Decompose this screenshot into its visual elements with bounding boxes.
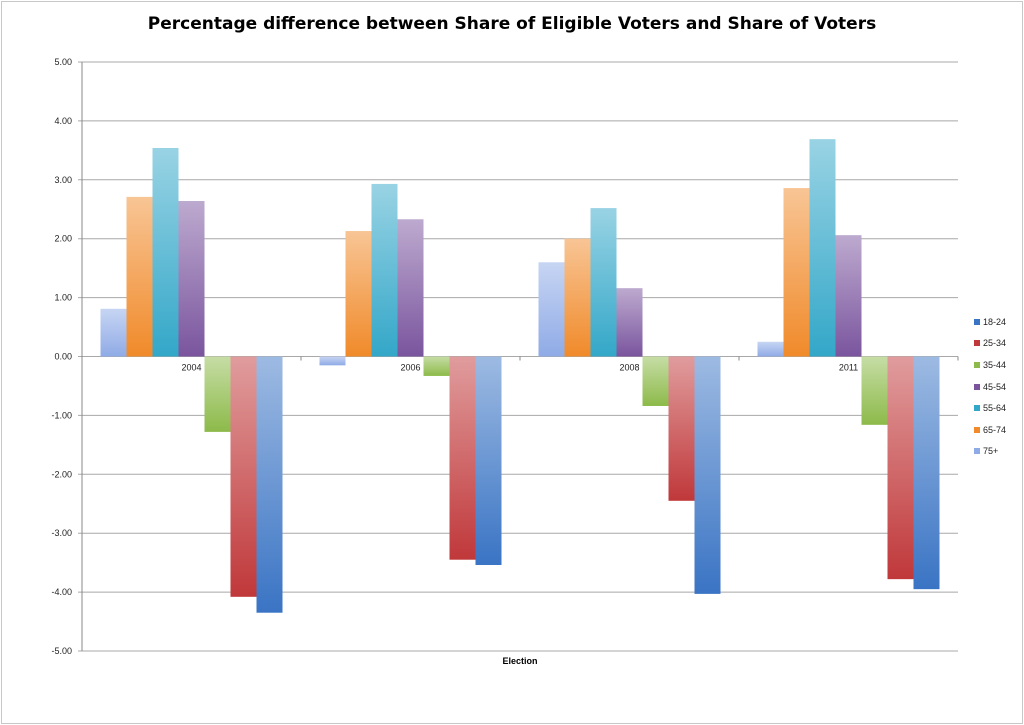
bar-18-24-2006 [475,356,502,566]
bar-65-74-2004 [126,196,153,357]
y-tick-label: -4.00 [51,587,72,597]
x-axis-label: Election [502,656,538,666]
bar-35-44-2011 [861,356,888,425]
legend-label: 65-74 [983,424,1007,435]
legend-item: 75+ [974,441,1006,463]
x-tick-label: 2008 [619,363,639,373]
y-tick-label: 0.00 [54,352,72,362]
bar-45-54-2011 [835,235,862,357]
bar-75+-2011 [757,341,784,357]
bar-65-74-2011 [783,188,810,357]
legend-item: 18-24 [974,311,1006,333]
bar-18-24-2004 [256,356,283,613]
y-tick-label: 3.00 [54,175,72,185]
legend-swatch [974,448,980,455]
bar-35-44-2008 [642,356,669,406]
bar-75+-2006 [319,356,346,366]
y-tick-label: -1.00 [51,410,72,420]
y-tick-label: 5.00 [54,57,72,67]
x-tick-label: 2006 [400,363,420,373]
legend-label: 18-24 [983,316,1007,327]
y-tick-label: -3.00 [51,528,72,538]
x-tick-label: 2004 [181,363,201,373]
bar-25-34-2011 [887,356,914,580]
legend-swatch [974,405,980,412]
chart-title: Percentage difference between Share of E… [147,14,877,34]
bar-65-74-2006 [345,231,372,357]
bar-35-44-2004 [204,356,231,432]
bar-75+-2008 [538,262,565,357]
bar-45-54-2004 [178,201,205,357]
legend-label: 55-64 [983,403,1007,414]
legend-swatch [974,318,980,325]
y-tick-label: 2.00 [54,234,72,244]
bar-18-24-2008 [694,356,721,594]
bar-55-64-2011 [809,139,836,357]
x-tick-label: 2011 [839,363,858,373]
legend: 18-24 25-34 35-44 45-54 55-64 65-74 75+ [974,311,1006,462]
bar-55-64-2008 [590,208,617,357]
y-tick-label: -2.00 [51,469,72,479]
bar-45-54-2008 [616,288,643,357]
y-tick-label: 1.00 [54,293,72,303]
bar-25-34-2004 [230,356,257,597]
legend-swatch [974,361,980,368]
bar-18-24-2011 [913,356,940,590]
bar-35-44-2006 [423,356,450,376]
bar-45-54-2006 [397,219,424,357]
bar-25-34-2008 [668,356,695,501]
legend-label: 35-44 [983,359,1007,370]
legend-swatch [974,383,980,390]
legend-swatch [974,426,980,433]
bar-55-64-2004 [152,147,179,357]
bar-25-34-2006 [449,356,476,560]
legend-label: 45-54 [983,381,1007,392]
legend-swatch [974,340,980,347]
legend-item: 55-64 [974,397,1006,419]
legend-item: 25-34 [974,333,1006,355]
y-tick-label: 4.00 [54,116,72,126]
legend-item: 45-54 [974,376,1006,398]
bar-65-74-2008 [564,238,591,357]
y-tick-label: -5.00 [51,646,72,656]
bar-55-64-2006 [371,183,398,357]
legend-label: 75+ [983,446,999,457]
legend-label: 25-34 [983,338,1007,349]
bar-75+-2004 [100,308,127,357]
legend-item: 65-74 [974,419,1006,441]
legend-item: 35-44 [974,354,1006,376]
